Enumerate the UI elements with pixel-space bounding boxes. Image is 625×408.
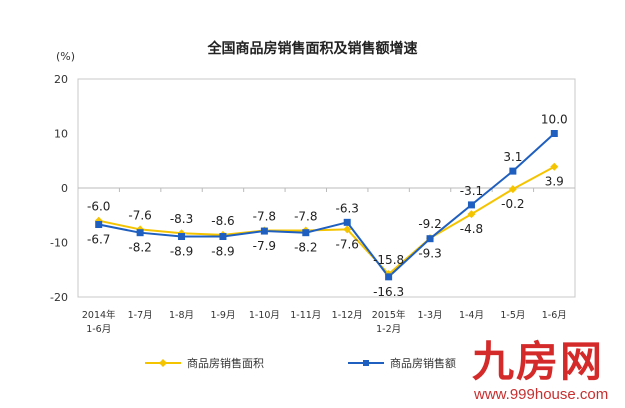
data-label: -7.8 (253, 210, 276, 224)
x-tick-label: 1-7月 (128, 310, 153, 321)
x-tick-label: 1-12月 (332, 310, 363, 321)
data-point (95, 221, 103, 229)
data-point (509, 167, 517, 175)
data-label: -6.7 (87, 233, 110, 247)
y-tick-label: 10 (54, 128, 68, 141)
x-tick-label: 1-5月 (500, 310, 525, 321)
data-label: -6.3 (335, 201, 358, 215)
y-tick-label: -20 (50, 291, 68, 304)
legend-marker-amount (348, 360, 384, 366)
data-label: -9.3 (418, 247, 441, 261)
data-label: -4.8 (460, 222, 483, 236)
x-tick-label: 1-4月 (459, 310, 484, 321)
data-label: -8.9 (170, 245, 193, 259)
data-point (426, 235, 434, 243)
data-label: -3.1 (460, 184, 483, 198)
x-tick-label: 1-9月 (210, 310, 235, 321)
data-label: -8.3 (170, 212, 193, 226)
data-point (343, 218, 351, 226)
y-tick-label: -10 (50, 237, 68, 250)
x-tick-label: 1-6月 (542, 310, 567, 321)
data-point (550, 162, 559, 171)
data-label: -9.2 (418, 217, 441, 231)
x-tick-label: 2015年 (372, 309, 406, 321)
data-label: -6.0 (87, 200, 110, 214)
data-label: 10.0 (541, 113, 568, 127)
data-point (385, 273, 393, 281)
data-point (178, 233, 186, 241)
data-label: -7.9 (253, 239, 276, 253)
x-tick-label: 1-6月 (86, 324, 111, 335)
x-tick-label: 2014年 (82, 309, 116, 321)
data-point (550, 130, 558, 137)
data-label: -8.9 (211, 245, 234, 259)
x-tick-label: 1-3月 (418, 310, 443, 321)
data-point (136, 229, 144, 237)
watermark-logo: 九房网 (472, 337, 605, 386)
x-tick-label: 1-2月 (376, 324, 401, 335)
data-point (508, 185, 517, 194)
data-point (219, 233, 227, 241)
data-label: 3.1 (503, 150, 522, 164)
data-label: -7.6 (128, 208, 151, 222)
data-label: -7.6 (335, 237, 358, 251)
data-point (467, 201, 475, 209)
data-label: -8.2 (128, 241, 151, 255)
data-label: -8.2 (294, 241, 317, 255)
data-point (260, 227, 268, 235)
series-line-0 (98, 165, 555, 276)
y-axis-unit: (%) (56, 50, 76, 63)
data-point (302, 229, 310, 237)
y-tick-label: 0 (61, 182, 68, 195)
data-label: -7.8 (294, 210, 317, 224)
legend-label-area: 商品房销售面积 (187, 357, 264, 370)
x-tick-label: 1-10月 (249, 310, 280, 321)
data-label: 3.9 (545, 175, 564, 189)
data-label: -15.8 (373, 253, 404, 267)
data-label: -0.2 (501, 197, 524, 211)
legend-marker-area (145, 359, 181, 367)
x-tick-label: 1-8月 (169, 310, 194, 321)
legend-label-amount: 商品房销售额 (390, 357, 456, 370)
x-tick-label: 1-11月 (290, 310, 321, 321)
data-label: -16.3 (373, 285, 404, 299)
y-tick-label: 20 (54, 73, 68, 86)
chart-title: 全国商品房销售面积及销售额增速 (207, 41, 418, 57)
series-line-1 (98, 132, 555, 279)
data-point (343, 225, 352, 234)
data-point (467, 210, 476, 219)
legend-item-amount: 商品房销售额 (348, 355, 456, 371)
legend-item-area: 商品房销售面积 (145, 355, 264, 371)
watermark-url: www.999house.com (474, 386, 609, 403)
data-label: -8.6 (211, 214, 234, 228)
